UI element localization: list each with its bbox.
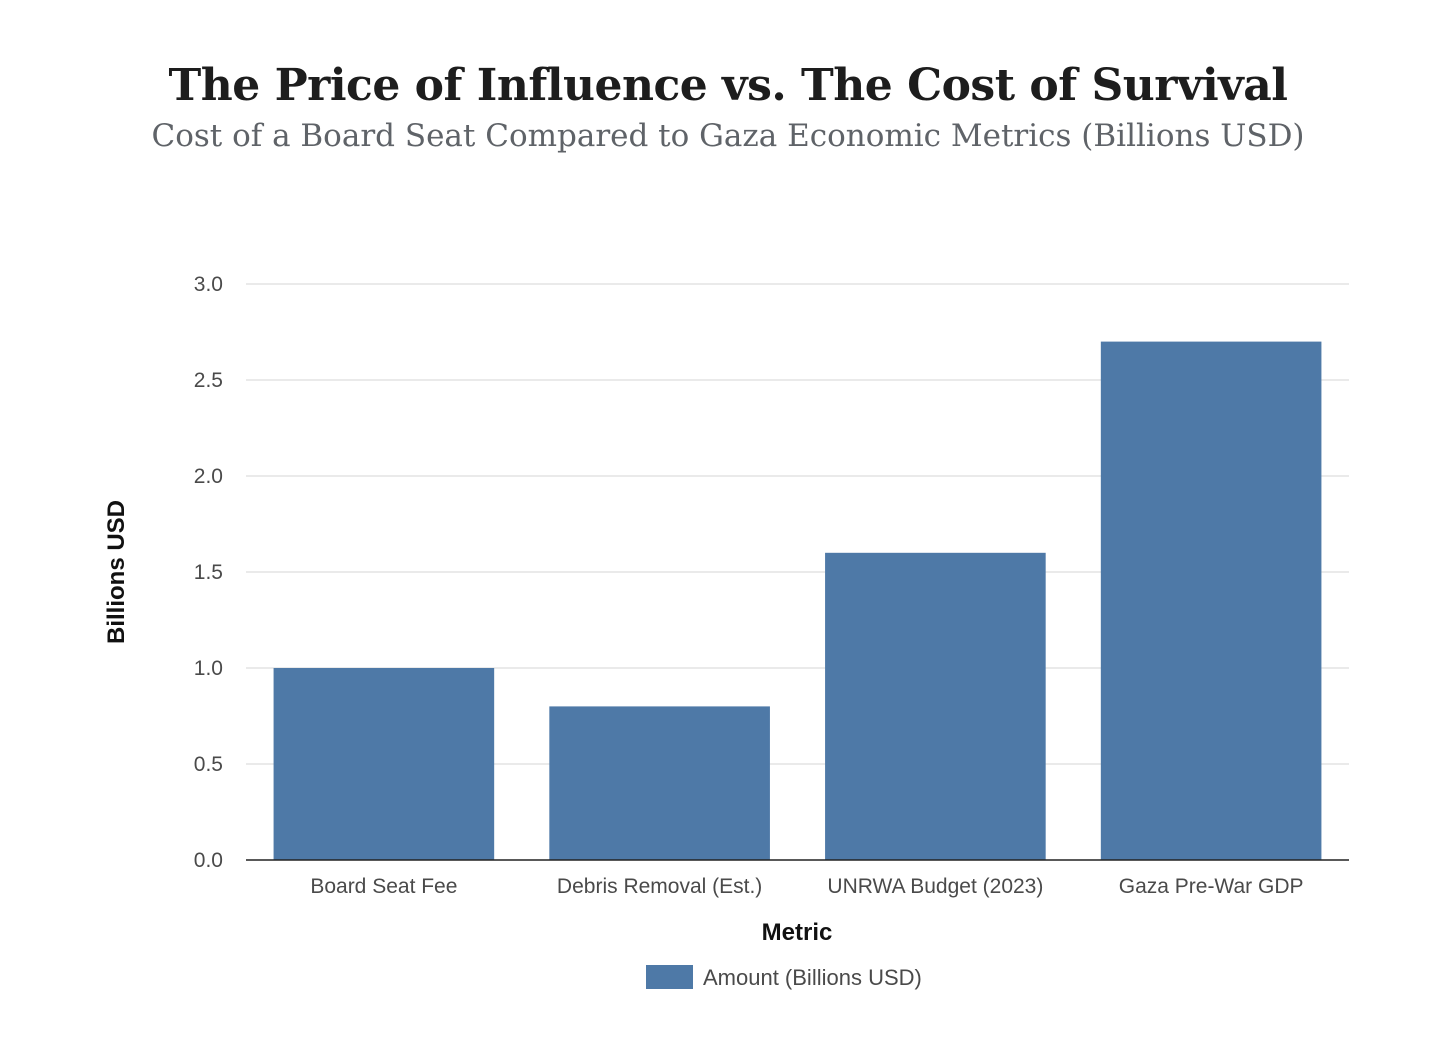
x-tick-label: UNRWA Budget (2023) <box>827 875 1043 898</box>
bar <box>825 553 1046 860</box>
y-tick-label: 3.0 <box>194 273 223 296</box>
bars <box>274 342 1322 860</box>
legend-swatch <box>646 965 693 989</box>
y-tick-label: 2.0 <box>194 465 223 488</box>
x-tick-label: Gaza Pre-War GDP <box>1119 875 1304 898</box>
bar <box>274 668 495 860</box>
x-axis-title: Metric <box>762 919 833 946</box>
y-axis-ticks: 0.0 0.5 1.0 1.5 2.0 2.5 3.0 <box>194 273 223 872</box>
y-tick-label: 2.5 <box>194 369 223 392</box>
y-tick-label: 1.0 <box>194 657 223 680</box>
bar <box>549 706 770 860</box>
bar <box>1101 342 1322 860</box>
x-tick-label: Board Seat Fee <box>310 875 457 898</box>
y-tick-label: 0.5 <box>194 753 223 776</box>
x-tick-label: Debris Removal (Est.) <box>557 875 762 898</box>
legend-label: Amount (Billions USD) <box>703 965 922 990</box>
y-tick-label: 1.5 <box>194 561 223 584</box>
y-axis-title: Billions USD <box>103 500 130 644</box>
x-axis-ticks: Board Seat Fee Debris Removal (Est.) UNRWA… <box>310 875 1303 898</box>
y-tick-label: 0.0 <box>194 849 223 872</box>
legend: Amount (Billions USD) <box>646 965 922 990</box>
